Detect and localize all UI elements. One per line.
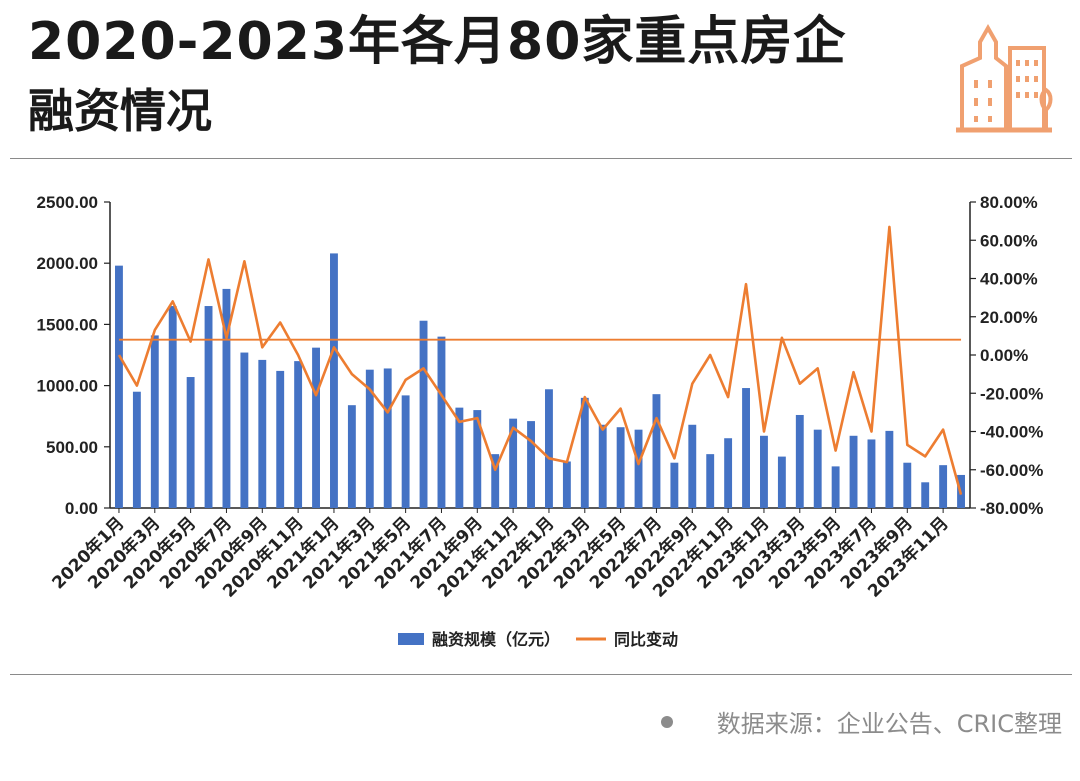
bar bbox=[294, 361, 303, 508]
page-title: 2020-2023年各月80家重点房企 bbox=[28, 12, 847, 72]
y-tick-label-left: 1000.00 bbox=[37, 377, 98, 396]
y-tick-label-right: -80.00% bbox=[980, 499, 1043, 518]
legend-label-line: 同比变动 bbox=[614, 630, 678, 649]
bar bbox=[437, 336, 446, 508]
y-tick-label-right: 60.00% bbox=[980, 231, 1038, 250]
bar bbox=[562, 461, 571, 508]
bullet-icon bbox=[660, 715, 673, 728]
y-tick-label-left: 2500.00 bbox=[37, 193, 98, 212]
bar bbox=[132, 391, 141, 508]
bar bbox=[527, 421, 535, 508]
bar bbox=[616, 427, 625, 508]
bar bbox=[312, 347, 320, 508]
bar bbox=[795, 414, 804, 508]
y-tick-label-right: -20.00% bbox=[980, 384, 1043, 403]
city-buildings-icon bbox=[950, 18, 1058, 136]
y-tick-label-right: -60.00% bbox=[980, 461, 1043, 480]
page-subtitle: 融资情况 bbox=[28, 84, 212, 138]
bar bbox=[509, 418, 518, 508]
bar bbox=[222, 288, 231, 508]
source-note: 数据来源：企业公告、CRIC整理 bbox=[660, 704, 1062, 739]
chart-svg: 2500.00 2000.00 1500.00 1000.00 500.00 0.00 80… bbox=[37, 193, 1044, 649]
bar bbox=[742, 388, 750, 508]
bar bbox=[634, 429, 643, 508]
bar bbox=[580, 397, 589, 508]
bar bbox=[670, 462, 679, 508]
bar bbox=[258, 359, 267, 508]
series-line-yoy bbox=[117, 225, 963, 495]
bar bbox=[276, 370, 285, 508]
bar bbox=[186, 377, 195, 508]
source-text: 数据来源：企业公告、CRIC整理 bbox=[716, 710, 1062, 738]
bar bbox=[473, 410, 482, 508]
bar bbox=[885, 430, 894, 508]
bar bbox=[831, 466, 840, 508]
bar bbox=[921, 482, 930, 508]
bar bbox=[347, 405, 356, 508]
bar bbox=[455, 407, 464, 508]
bar bbox=[204, 306, 213, 508]
bar bbox=[598, 424, 607, 508]
bar bbox=[652, 394, 661, 508]
bar bbox=[849, 435, 858, 508]
bar bbox=[760, 435, 768, 508]
legend-label-bar: 融资规模（亿元） bbox=[432, 630, 560, 649]
bar bbox=[330, 253, 338, 508]
y-tick-label-left: 1500.00 bbox=[37, 315, 98, 334]
y-tick-label-right: -40.00% bbox=[980, 423, 1043, 442]
bar bbox=[115, 265, 123, 508]
bar bbox=[903, 462, 912, 508]
bar bbox=[150, 335, 159, 508]
bar bbox=[383, 368, 392, 508]
bar bbox=[724, 438, 733, 508]
y-tick-label-left: 500.00 bbox=[46, 438, 98, 457]
bar bbox=[777, 456, 786, 508]
y-tick-label-left: 2000.00 bbox=[37, 254, 98, 273]
bar bbox=[867, 439, 876, 508]
y-tick-label-right: 20.00% bbox=[980, 308, 1038, 327]
bar bbox=[813, 429, 822, 508]
bar bbox=[688, 424, 697, 508]
y-tick-label-right: 0.00% bbox=[980, 346, 1028, 365]
bar bbox=[240, 352, 249, 508]
financing-chart: 2500.00 2000.00 1500.00 1000.00 500.00 0.00 80… bbox=[0, 160, 1080, 675]
y-tick-label-right: 80.00% bbox=[980, 193, 1038, 212]
header-divider bbox=[10, 158, 1072, 159]
bar bbox=[706, 454, 715, 508]
y-tick-label-right: 40.00% bbox=[980, 270, 1038, 289]
legend-swatch-bar bbox=[398, 633, 424, 645]
bar bbox=[545, 389, 553, 508]
bar bbox=[401, 395, 410, 508]
bar bbox=[419, 320, 428, 508]
bar bbox=[365, 369, 374, 508]
bar bbox=[939, 465, 948, 508]
bar bbox=[168, 306, 177, 508]
footer-divider bbox=[10, 674, 1072, 675]
bar bbox=[491, 454, 500, 508]
y-tick-label-left: 0.00 bbox=[65, 499, 98, 518]
